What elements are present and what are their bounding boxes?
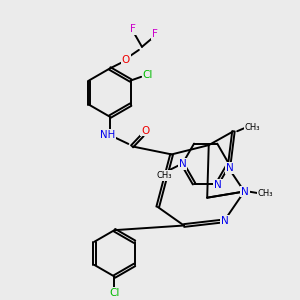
Text: F: F xyxy=(130,24,136,34)
Text: N: N xyxy=(221,216,229,226)
Text: N: N xyxy=(226,163,233,173)
Text: CH₃: CH₃ xyxy=(245,123,260,132)
Text: O: O xyxy=(122,55,130,65)
Text: F: F xyxy=(152,29,158,40)
Text: Cl: Cl xyxy=(143,70,153,80)
Text: NH: NH xyxy=(100,130,115,140)
Text: Cl: Cl xyxy=(109,288,120,298)
Text: N: N xyxy=(241,187,249,196)
Text: O: O xyxy=(141,126,149,136)
Text: CH₃: CH₃ xyxy=(156,171,172,180)
Text: CH₃: CH₃ xyxy=(257,189,273,198)
Text: N: N xyxy=(214,180,222,190)
Text: N: N xyxy=(178,159,186,169)
